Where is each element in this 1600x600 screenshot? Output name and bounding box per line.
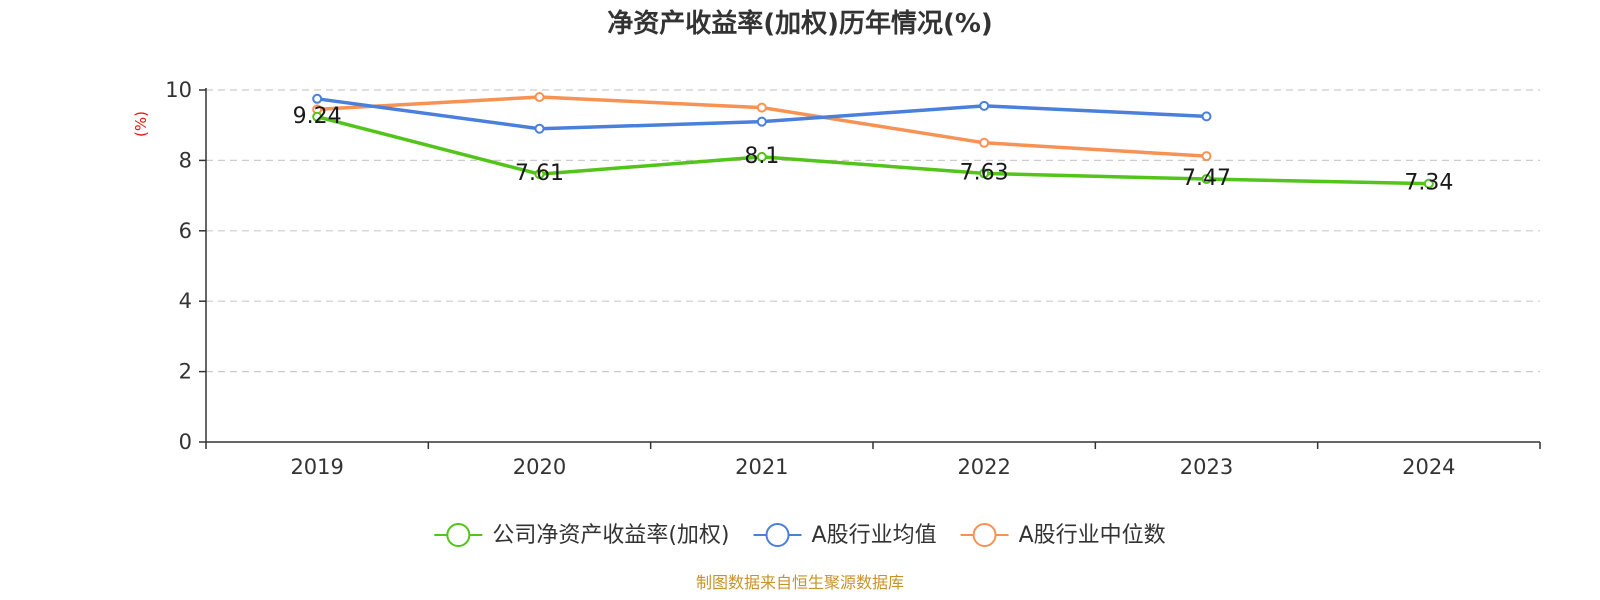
legend-label-2: A股行业中位数 (1019, 523, 1166, 548)
x-tick-label-2022: 2022 (957, 455, 1010, 479)
legend-symbol-circle-1 (765, 523, 790, 547)
series-0-point-2020 (534, 169, 545, 180)
data-label-2020: 7.61 (515, 161, 564, 186)
series-2-point-2021 (756, 102, 767, 113)
data-label-2024: 7.34 (1404, 171, 1453, 196)
x-tick-label-2023: 2023 (1180, 455, 1233, 479)
series-lines (312, 92, 1434, 189)
series-0-point-2021 (756, 151, 767, 162)
legend-label-1: A股行业均值 (812, 523, 937, 548)
series-line-0 (316, 115, 1429, 186)
legend[interactable]: 公司净资产收益率(加权) A股行业均值 A股行业中位数 (434, 523, 1166, 548)
series-1-point-2021 (756, 116, 767, 127)
series-0-point-2023 (1201, 174, 1212, 185)
series-0-point-2019 (312, 111, 323, 122)
series-1-point-2022 (979, 100, 990, 111)
y-tick-label-2: 2 (179, 360, 192, 384)
series-2-point-2022 (979, 137, 990, 148)
y-tick-label-6: 6 (179, 219, 192, 243)
x-tick-label-2019: 2019 (290, 455, 343, 479)
legend-label-0: 公司净资产收益率(加权) (492, 523, 729, 548)
series-1-point-2023 (1201, 111, 1212, 122)
y-axis: 0 2 4 6 8 10 (165, 78, 207, 454)
series-0-point-2022 (979, 168, 990, 179)
grid-lines (206, 89, 1540, 373)
series-2-point-2020 (534, 92, 545, 103)
data-labels: 9.24 7.61 8.1 7.63 7.47 7.34 (293, 104, 1454, 196)
chart-title: 净资产收益率(加权)历年情况(%) (607, 8, 993, 39)
legend-symbol-circle-2 (972, 523, 997, 547)
source-note: 制图数据来自恒生聚源数据库 (696, 573, 904, 592)
data-label-2023: 7.47 (1182, 166, 1231, 191)
x-axis: 2019 2020 2021 2022 2023 2024 (205, 441, 1541, 479)
data-label-2022: 7.63 (960, 160, 1009, 185)
series-1-point-2020 (534, 123, 545, 134)
y-tick-label-0: 0 (179, 430, 192, 454)
legend-symbol-circle-0 (446, 523, 471, 547)
y-tick-label-10: 10 (165, 78, 192, 102)
series-2-point-2023 (1201, 151, 1212, 162)
x-tick-label-2024: 2024 (1402, 455, 1455, 479)
y-axis-label: (%) (132, 111, 150, 137)
y-tick-label-4: 4 (179, 289, 192, 313)
data-label-2019: 9.24 (293, 104, 342, 129)
series-0-point-2024 (1423, 178, 1434, 189)
series-1-point-2019 (312, 93, 323, 104)
data-label-2021: 8.1 (744, 144, 779, 169)
x-tick-label-2020: 2020 (513, 455, 566, 479)
x-tick-label-2021: 2021 (735, 455, 788, 479)
y-tick-label-8: 8 (179, 148, 192, 172)
